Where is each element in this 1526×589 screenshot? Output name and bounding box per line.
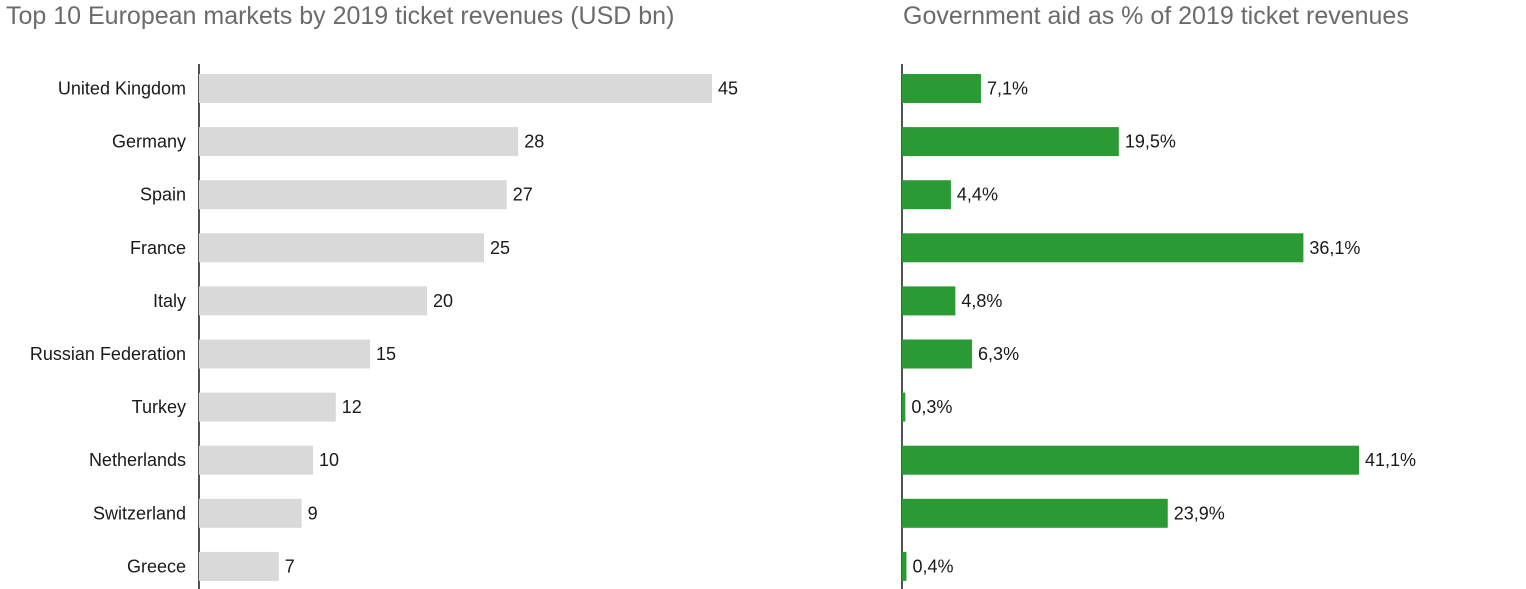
category-label: Germany	[112, 132, 186, 152]
aid-bar	[902, 74, 981, 103]
revenue-value-label: 25	[490, 238, 510, 258]
aid-bar	[902, 339, 973, 369]
revenue-bar	[199, 286, 427, 316]
revenue-bar	[199, 445, 313, 475]
revenue-value-label: 10	[319, 450, 339, 470]
aid-bar	[902, 180, 951, 210]
aid-bar	[902, 445, 1359, 475]
aid-bar	[902, 392, 906, 422]
revenue-value-label: 9	[308, 503, 318, 523]
aid-bar	[902, 498, 1168, 528]
category-label: Turkey	[132, 397, 186, 417]
revenue-value-label: 28	[524, 132, 544, 152]
revenue-value-label: 15	[376, 344, 396, 364]
aid-value-label: 41,1%	[1365, 450, 1416, 470]
chart-title-revenues: Top 10 European markets by 2019 ticket r…	[6, 2, 675, 30]
revenue-value-label: 45	[718, 79, 738, 99]
category-label: Greece	[127, 556, 186, 576]
category-label: Switzerland	[93, 503, 186, 523]
aid-value-label: 7,1%	[987, 79, 1028, 99]
category-label: France	[130, 238, 186, 258]
aid-value-label: 4,8%	[961, 291, 1002, 311]
category-label: Netherlands	[89, 450, 186, 470]
revenue-bar	[199, 127, 519, 157]
revenue-value-label: 12	[342, 397, 362, 417]
aid-value-label: 0,4%	[912, 556, 953, 576]
aid-value-label: 23,9%	[1174, 503, 1225, 523]
revenue-bar	[199, 180, 507, 210]
aid-bar	[902, 233, 1304, 263]
revenue-value-label: 20	[433, 291, 453, 311]
revenue-bar	[199, 498, 302, 528]
category-label: Spain	[140, 185, 186, 205]
aid-value-label: 36,1%	[1309, 238, 1360, 258]
aid-value-label: 19,5%	[1125, 132, 1176, 152]
category-label: United Kingdom	[58, 79, 186, 99]
revenue-bar	[199, 392, 336, 422]
revenue-value-label: 7	[285, 556, 295, 576]
revenue-bar	[199, 551, 279, 581]
revenue-value-label: 27	[513, 185, 533, 205]
aid-value-label: 4,4%	[957, 185, 998, 205]
aid-bar	[902, 286, 956, 316]
aid-bar	[902, 551, 907, 581]
category-label: Italy	[153, 291, 186, 311]
revenue-bar	[199, 74, 712, 103]
category-label: Russian Federation	[30, 344, 186, 364]
chart-title-government-aid: Government aid as % of 2019 ticket reven…	[903, 2, 1409, 30]
aid-value-label: 6,3%	[978, 344, 1019, 364]
aid-bar	[902, 127, 1119, 157]
aid-value-label: 0,3%	[911, 397, 952, 417]
revenue-bar	[199, 339, 370, 369]
revenue-bar	[199, 233, 484, 263]
